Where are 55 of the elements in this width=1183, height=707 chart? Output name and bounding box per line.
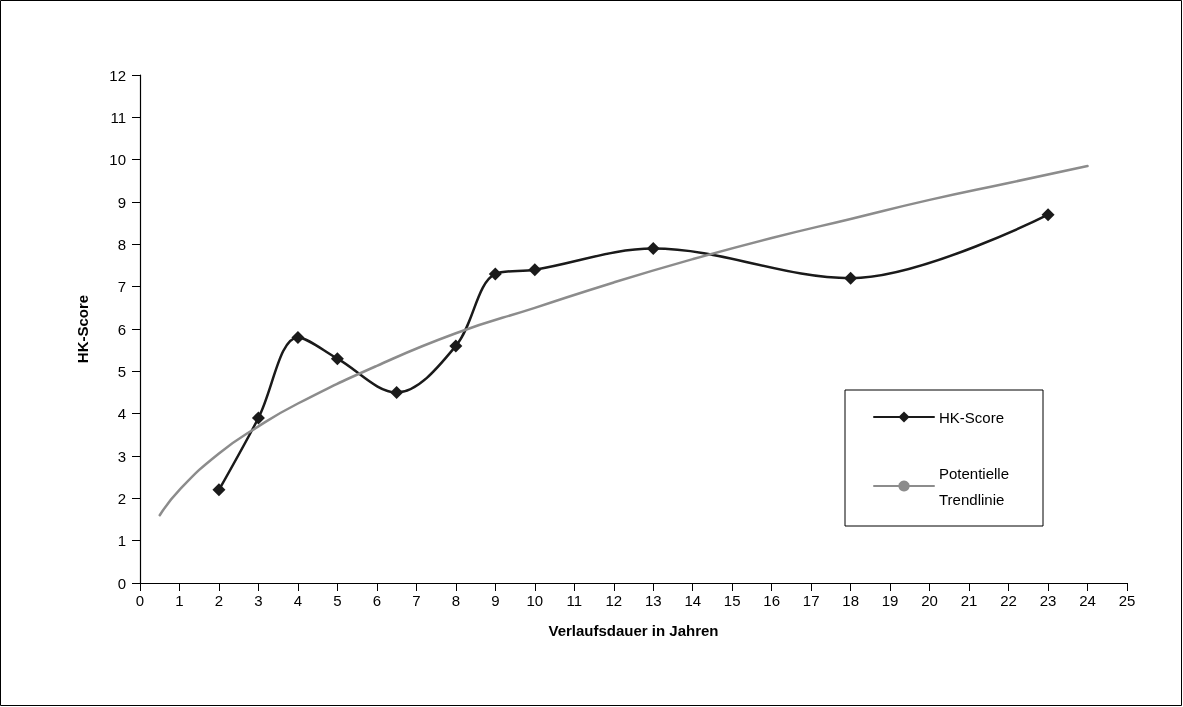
x-tick-label: 3 — [254, 592, 263, 609]
x-tick-label: 12 — [605, 592, 623, 609]
x-tick-label: 1 — [175, 592, 184, 609]
x-tick-label: 21 — [960, 592, 978, 609]
x-tick-label: 5 — [333, 592, 342, 609]
x-tick-label: 9 — [491, 592, 500, 609]
x-tick-label: 19 — [881, 592, 899, 609]
y-tick-label: 4 — [117, 405, 126, 423]
x-tick-label: 11 — [566, 592, 583, 609]
point — [844, 271, 858, 285]
x-axis-title: Verlaufsdauer in Jahren — [548, 622, 719, 639]
x-tick-label: 8 — [451, 592, 461, 609]
y-tick-label: 0 — [117, 574, 126, 592]
x-tick-label: 0 — [135, 592, 145, 609]
y-tick-label: 3 — [117, 447, 126, 465]
y-axis-title: HK-Score — [74, 294, 91, 364]
x-tick-label: 22 — [1000, 592, 1017, 609]
point — [528, 263, 542, 277]
y-tick-label: 5 — [117, 362, 126, 380]
x-tick-label: 18 — [842, 592, 859, 609]
point — [330, 352, 344, 366]
y-tick-label: 8 — [117, 235, 126, 253]
x-tick-label: 20 — [921, 592, 938, 609]
legend-label: Potentielle Trendlinie — [939, 464, 1014, 508]
legend-label: HK-Score — [939, 408, 1005, 426]
x-tick-label: 14 — [684, 592, 702, 609]
point — [251, 411, 265, 425]
x-tick-label: 24 — [1079, 592, 1096, 609]
y-tick-label: 6 — [117, 320, 126, 338]
x-tick-label: 4 — [293, 592, 303, 609]
x-tick-label: 13 — [644, 592, 662, 609]
x-tick-label: 2 — [214, 592, 224, 609]
y-tick-label: 10 — [109, 151, 126, 169]
x-tick-label: 23 — [1039, 592, 1057, 609]
point — [212, 483, 226, 497]
y-tick-label: 9 — [117, 193, 126, 211]
x-tick-label: 16 — [763, 592, 781, 609]
y-tick-label: 1 — [117, 532, 126, 550]
point — [646, 242, 660, 256]
x-tick-label: 7 — [412, 592, 421, 609]
y-tick-label: 11 — [110, 108, 126, 126]
x-tick-label: 25 — [1118, 592, 1136, 609]
point — [291, 330, 305, 344]
x-tick-label: 15 — [723, 592, 741, 609]
point — [488, 267, 502, 281]
x-tick-label: 17 — [802, 592, 820, 609]
line-series — [158, 164, 1089, 517]
point — [390, 386, 404, 399]
y-tick-label: 7 — [117, 278, 126, 296]
point — [1041, 208, 1055, 222]
x-tick-label: 10 — [526, 592, 544, 609]
y-tick-label: 12 — [109, 66, 126, 84]
y-tick-label: 2 — [117, 489, 126, 507]
point — [449, 339, 463, 353]
x-tick-label: 6 — [372, 592, 382, 609]
